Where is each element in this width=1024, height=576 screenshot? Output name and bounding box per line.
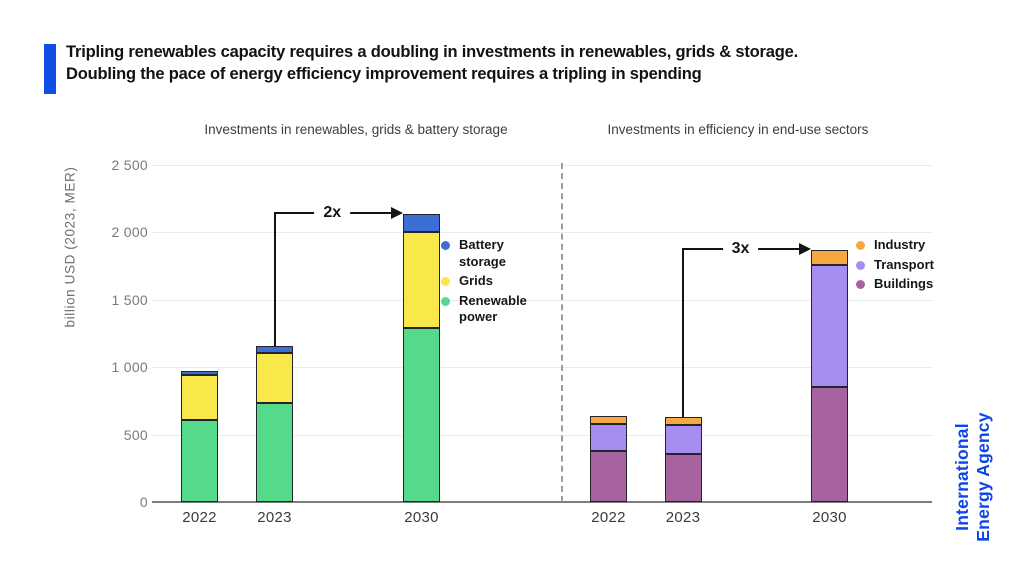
legend-dot-buildings [856, 280, 865, 289]
y-tick-label: 0 [139, 494, 148, 510]
legend-item-buildings: Buildings [856, 276, 964, 293]
legend-dot-industry [856, 241, 865, 250]
legend-item-transport: Transport [856, 257, 964, 274]
legend-item-label: Battery storage [459, 237, 506, 269]
legend-item-label: Buildings [874, 276, 934, 291]
segment-transport [811, 265, 848, 387]
bar-2023-chart2 [664, 417, 702, 502]
x-axis-baseline [152, 501, 932, 503]
segment-industry [811, 249, 848, 266]
x-tick-label: 2030 [404, 509, 439, 526]
segment-renewable-power [181, 420, 218, 502]
legend-item-battery-storage: Battery storage [441, 237, 541, 270]
legend-item-label: Transport [874, 256, 934, 272]
segment-buildings [590, 451, 627, 502]
gridline-500 [152, 434, 932, 436]
segment-renewable-power [403, 328, 440, 502]
segment-battery-storage [403, 213, 440, 232]
segment-battery-storage [256, 345, 293, 354]
annotation-riser-line [682, 247, 684, 418]
bar-2022-chart2 [590, 415, 627, 502]
right-chart-title: Investments in efficiency in end-use sec… [607, 122, 869, 137]
segment-transport [590, 423, 627, 452]
right-chart-legend: Industry Transport Buildings [856, 237, 964, 293]
legend-item-label: Renewable power [459, 292, 527, 325]
bar-2030-chart1 [403, 213, 440, 502]
y-tick-label: 1 000 [111, 359, 148, 376]
bar-2030-chart2 [811, 249, 848, 502]
left-chart-legend: Battery storage Grids Renewable power [441, 237, 541, 326]
page-title: Tripling renewables capacity requires a … [66, 41, 966, 85]
x-tick-label: 2022 [591, 509, 626, 526]
gridline-2000 [152, 232, 932, 234]
legend-dot-transport [856, 260, 865, 270]
annotation-label-2x: 2x [314, 203, 351, 222]
legend-item-renewable-power: Renewable power [441, 293, 541, 326]
annotation-arrowhead [799, 242, 811, 255]
legend-dot-battery-storage [441, 241, 450, 250]
y-axis-label: billion USD (2023, MER) [62, 166, 78, 328]
y-tick-label: 2 500 [111, 157, 148, 173]
x-tick-label: 2030 [812, 509, 847, 526]
segment-buildings [664, 454, 702, 502]
annotation-riser-line [273, 211, 276, 346]
y-tick-label: 500 [123, 426, 148, 443]
x-tick-label: 2023 [257, 509, 292, 526]
bar-2023-chart1 [256, 345, 293, 502]
x-tick-label: 2023 [665, 509, 701, 526]
annotation-label-3x: 3x [722, 239, 759, 258]
segment-renewable-power [256, 402, 293, 502]
iea-logo-line1: International [952, 423, 972, 531]
legend-dot-renewable-power [441, 296, 450, 306]
segment-battery-storage [181, 371, 218, 376]
segment-industry [590, 415, 627, 424]
gridline-1500 [152, 299, 932, 301]
segment-grids [403, 231, 440, 329]
gridline-1000 [152, 367, 932, 369]
segment-buildings [811, 386, 848, 502]
legend-item-grids: Grids [441, 273, 541, 290]
chart-divider-dashed-line [561, 163, 563, 502]
iea-logo: International Energy Agency [952, 377, 994, 576]
legend-item-label: Grids [459, 273, 493, 288]
legend-dot-grids [441, 277, 450, 286]
segment-transport [664, 425, 702, 455]
y-tick-label: 1 500 [111, 291, 148, 308]
segment-grids [256, 353, 293, 403]
page-title-line1: Tripling renewables capacity requires a … [66, 43, 798, 61]
bar-2022-chart1 [181, 371, 218, 502]
legend-item-label: Industry [874, 237, 926, 252]
legend-item-industry: Industry [856, 237, 964, 254]
segment-grids [181, 375, 218, 421]
x-tick-label: 2022 [182, 509, 217, 526]
annotation-arrowhead [391, 206, 403, 219]
gridline-2500 [152, 165, 932, 166]
y-tick-label: 2 000 [111, 224, 148, 241]
title-accent-bar [44, 44, 56, 94]
page-title-line2: Doubling the pace of energy efficiency i… [66, 65, 702, 83]
left-chart-title: Investments in renewables, grids & batte… [204, 122, 508, 137]
iea-logo-line2: Energy Agency [973, 412, 993, 542]
segment-industry [664, 417, 702, 426]
